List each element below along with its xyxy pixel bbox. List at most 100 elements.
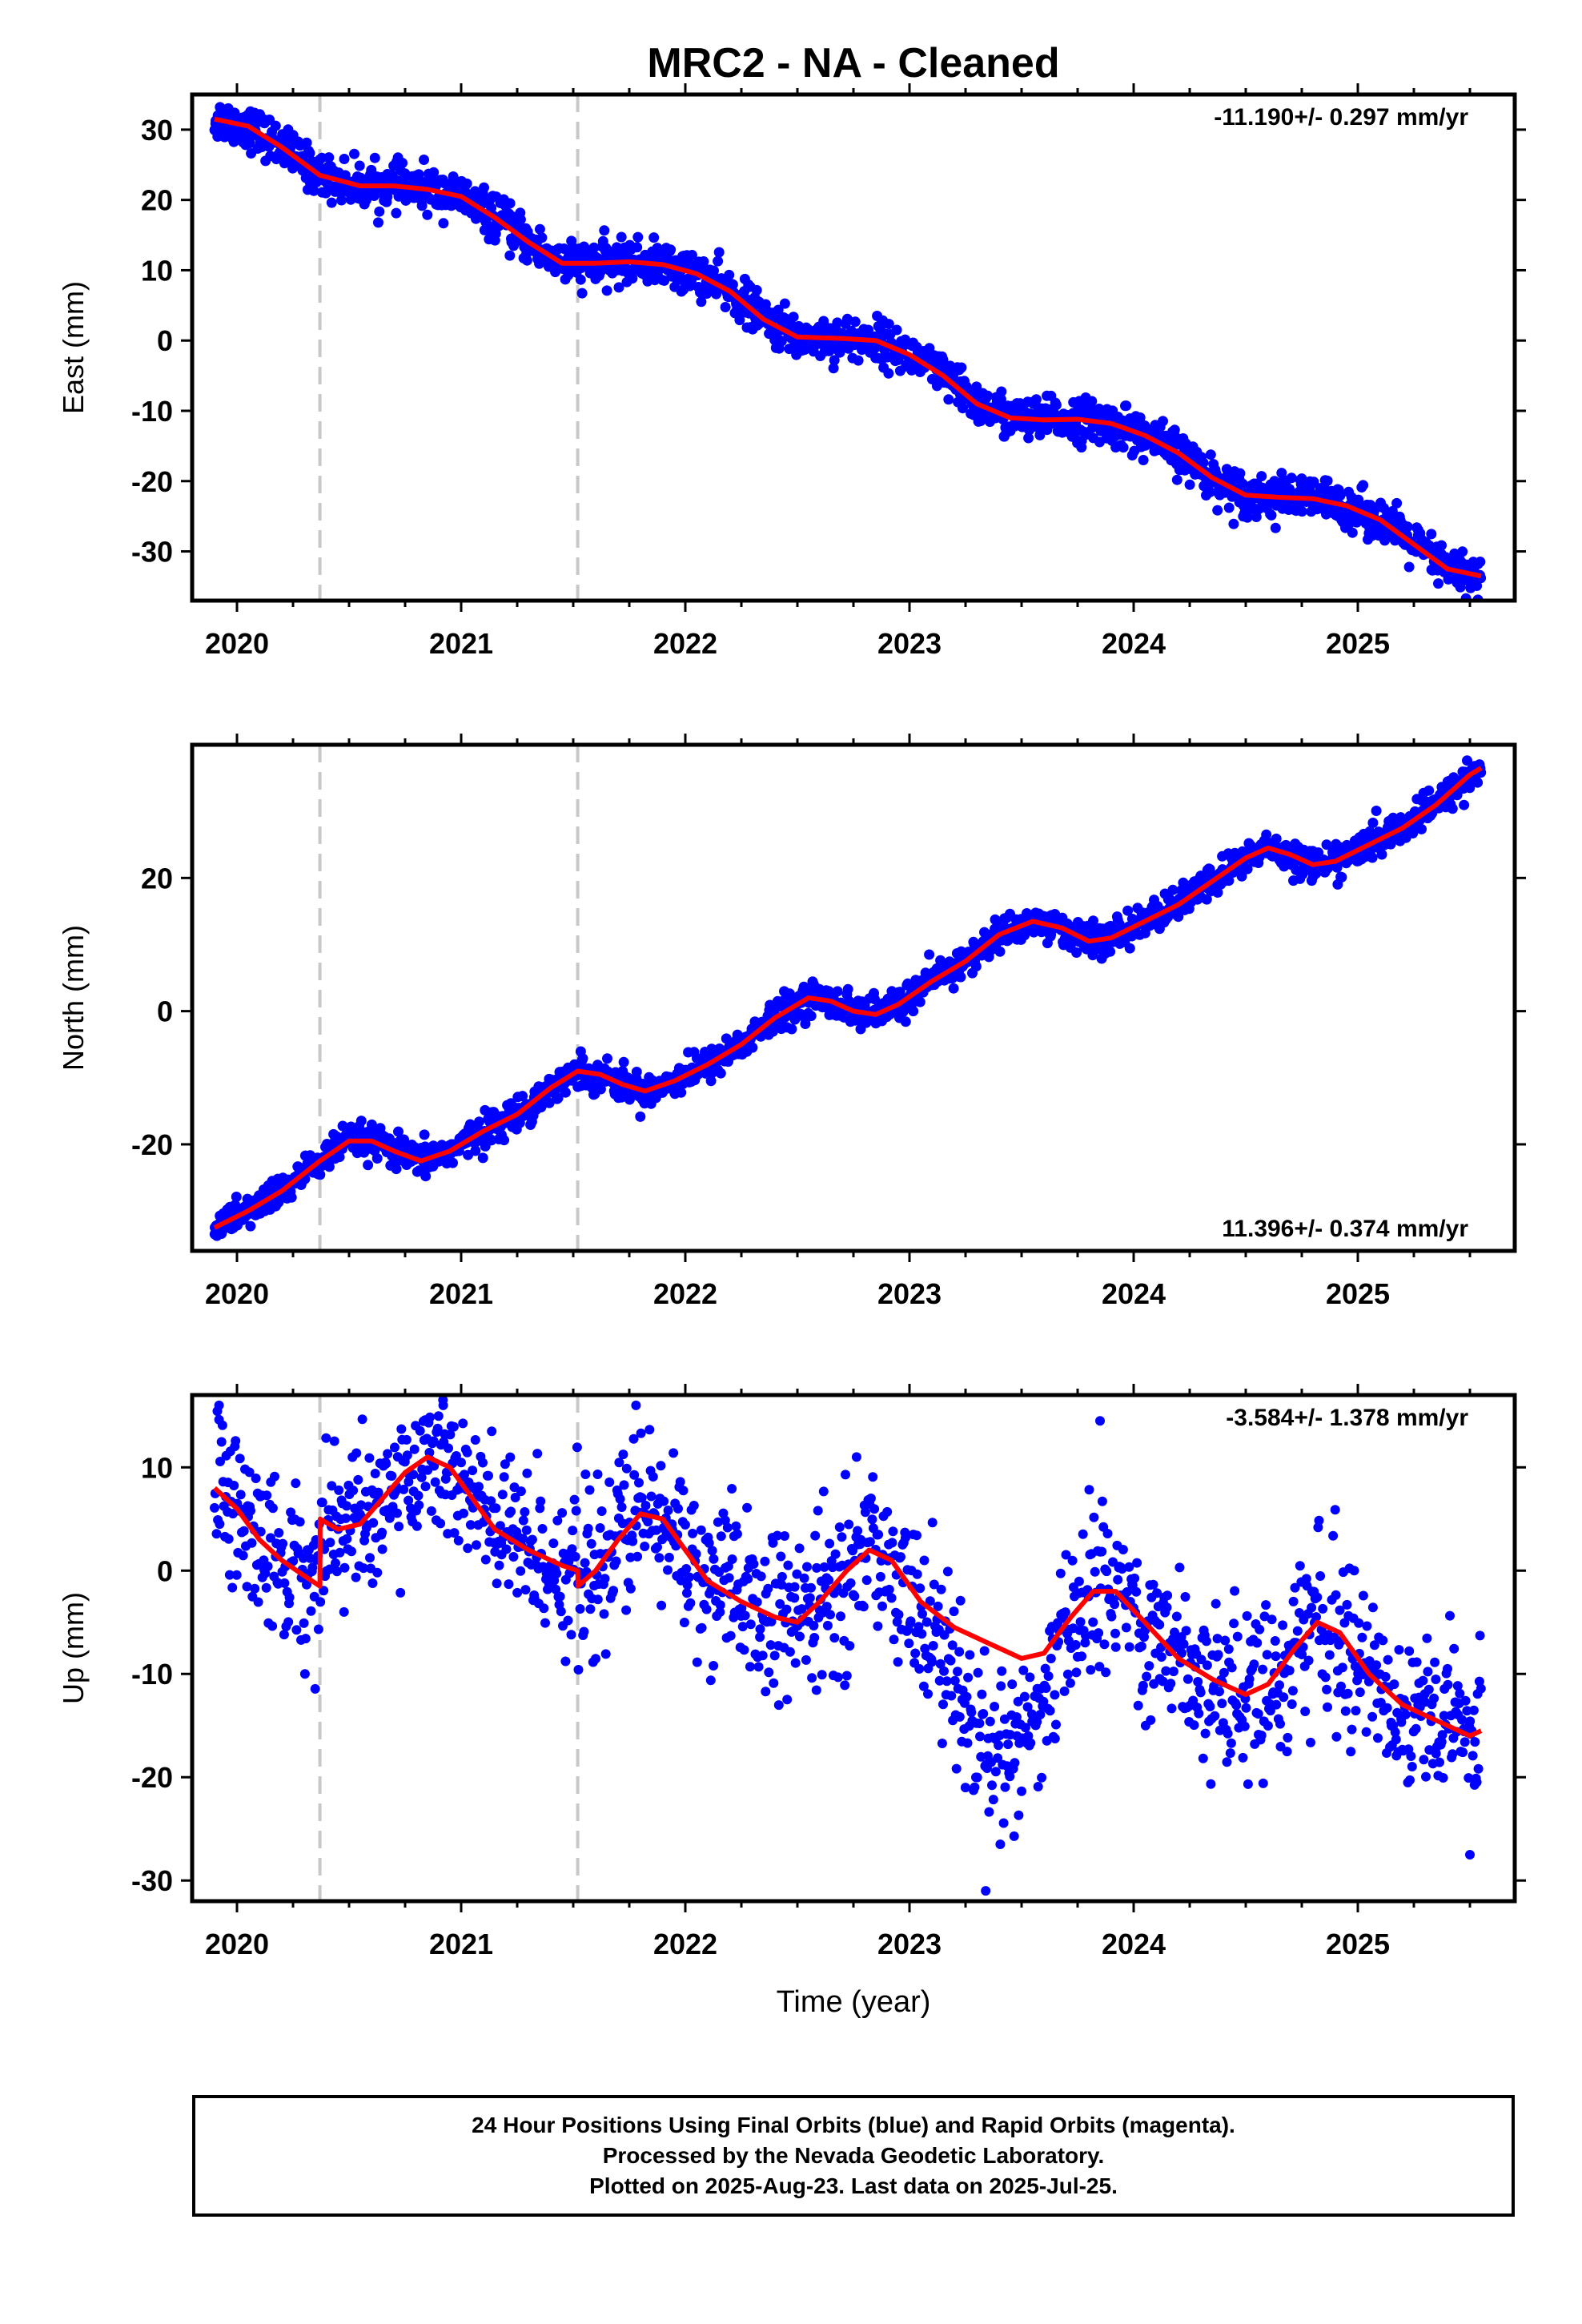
data-point: [893, 1610, 904, 1620]
data-point: [416, 1374, 426, 1384]
data-point: [1168, 1667, 1178, 1677]
data-point: [231, 1192, 242, 1202]
data-point: [1022, 1702, 1033, 1712]
data-point: [970, 961, 982, 972]
data-point: [419, 155, 429, 165]
data-point: [928, 1641, 938, 1651]
data-point: [1102, 1566, 1112, 1577]
data-point: [448, 1157, 458, 1168]
data-point: [716, 1531, 726, 1542]
data-point: [295, 1517, 305, 1527]
data-point: [892, 1617, 902, 1627]
data-point: [1086, 1665, 1096, 1675]
data-point: [1156, 1652, 1166, 1662]
data-point: [1121, 400, 1132, 412]
y-tick-label: -20: [131, 465, 173, 498]
data-point: [1230, 1586, 1240, 1596]
data-point: [548, 1538, 559, 1549]
data-point: [912, 1569, 922, 1579]
data-point: [972, 1772, 982, 1783]
data-point: [1113, 1574, 1123, 1585]
data-point: [1182, 1674, 1193, 1684]
data-point: [773, 304, 784, 316]
data-point: [752, 1597, 762, 1607]
data-point: [331, 1558, 340, 1568]
data-point: [401, 1434, 412, 1445]
data-point: [449, 1528, 460, 1538]
data-point: [474, 1482, 484, 1492]
data-point: [792, 1569, 802, 1579]
data-point: [392, 1508, 402, 1518]
data-point: [737, 1622, 748, 1632]
data-point: [1321, 839, 1332, 850]
data-point: [1065, 1678, 1075, 1688]
data-point: [1256, 471, 1267, 482]
data-point: [351, 1572, 361, 1582]
data-point: [912, 1530, 921, 1541]
data-point: [339, 154, 350, 164]
data-point: [768, 1538, 778, 1548]
data-point: [867, 1514, 877, 1525]
data-point: [1038, 1696, 1049, 1707]
data-point: [904, 1638, 914, 1649]
data-point: [1124, 1642, 1134, 1652]
data-point: [596, 1506, 607, 1516]
data-point: [611, 1556, 621, 1566]
data-point: [889, 1634, 899, 1645]
data-point: [990, 1702, 1000, 1711]
data-point: [841, 1470, 850, 1480]
data-point: [1134, 412, 1146, 423]
data-point: [575, 274, 586, 285]
y-tick-label: 20: [141, 184, 173, 217]
data-point: [284, 1592, 295, 1602]
data-point: [794, 1543, 805, 1554]
x-tick-label: 2022: [653, 1277, 717, 1310]
data-point: [1086, 396, 1098, 407]
data-point: [841, 313, 853, 324]
data-point: [278, 1538, 288, 1549]
data-point: [1286, 472, 1297, 484]
data-point: [821, 1602, 832, 1612]
data-point: [781, 1604, 792, 1614]
data-point: [742, 1502, 753, 1513]
data-point: [1026, 1738, 1036, 1748]
data-point: [788, 312, 799, 323]
data-point: [604, 1477, 615, 1487]
data-point: [908, 1006, 919, 1017]
data-point: [497, 1490, 508, 1500]
data-point: [656, 1461, 666, 1471]
data-point: [415, 1425, 425, 1436]
data-point: [1060, 1607, 1070, 1618]
data-point: [933, 1601, 943, 1611]
data-point: [1161, 1666, 1171, 1676]
data-point: [342, 1501, 351, 1511]
data-point: [310, 1683, 320, 1694]
data-point: [812, 1562, 822, 1573]
data-point: [518, 1534, 528, 1544]
data-point: [253, 1597, 263, 1607]
data-point: [494, 1560, 504, 1570]
data-point: [1237, 478, 1248, 489]
data-point: [1050, 1734, 1060, 1743]
data-point: [755, 1624, 765, 1634]
data-point: [317, 1498, 327, 1508]
data-point: [954, 1647, 965, 1657]
data-point: [458, 1418, 468, 1429]
data-point: [755, 1632, 765, 1642]
data-point: [299, 1669, 310, 1679]
data-point: [567, 1544, 577, 1554]
data-point: [837, 1532, 847, 1542]
data-point: [1223, 875, 1235, 887]
data-point: [844, 1519, 854, 1530]
data-point: [468, 1466, 478, 1476]
data-point: [1198, 457, 1209, 468]
data-point: [534, 223, 545, 235]
data-point: [1000, 1782, 1010, 1792]
data-point: [833, 1672, 843, 1683]
data-point: [927, 1657, 938, 1667]
data-point: [995, 1839, 1006, 1849]
data-point: [404, 1495, 414, 1506]
data-point: [487, 1426, 497, 1437]
data-point: [921, 1617, 932, 1627]
data-point: [720, 302, 731, 312]
